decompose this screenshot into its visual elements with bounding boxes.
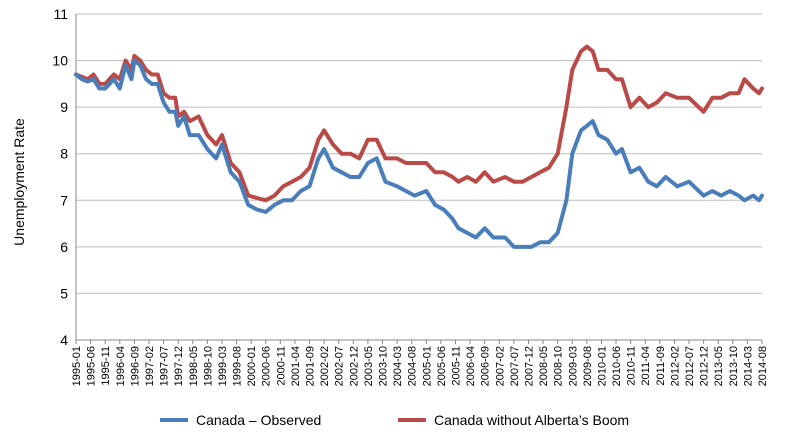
x-tick-label: 2005-01	[421, 346, 433, 386]
x-tick-label: 2000-11	[275, 346, 287, 386]
x-tick-label: 2012-12	[699, 346, 711, 386]
x-tick-label: 2005-11	[450, 346, 462, 386]
y-tick-label: 4	[60, 332, 68, 348]
series-lines	[74, 44, 764, 249]
x-tick-label: 2008-05	[538, 346, 550, 386]
axes	[75, 14, 762, 341]
x-tick-label: 1996-04	[115, 346, 127, 386]
x-tick-label: 2011-04	[640, 346, 652, 386]
x-tick-labels: 1995-01 1995-06 1995-11 1996-04 1996-09 1997-…	[71, 340, 769, 386]
x-tick-label: 1995-01	[71, 346, 83, 386]
x-tick-label: 2014-08	[757, 346, 769, 386]
x-tick-label: 1997-12	[173, 346, 185, 386]
x-tick-label: 2012-02	[669, 346, 681, 386]
x-tick-label: 2013-05	[713, 346, 725, 386]
x-tick-label: 2010-01	[596, 346, 608, 386]
x-tick-label: 2004-03	[392, 346, 404, 386]
x-tick-label: 2000-06	[261, 346, 273, 386]
x-tick-label: 1997-02	[144, 346, 156, 386]
y-tick-label: 5	[60, 285, 68, 301]
x-tick-label: 1995-06	[86, 346, 98, 386]
x-tick-label: 1997-07	[159, 346, 171, 386]
legend-label: Canada – Observed	[196, 412, 321, 428]
y-tick-label: 11	[53, 6, 68, 22]
x-tick-label: 2007-12	[523, 346, 535, 386]
x-tick-label: 2000-01	[246, 346, 258, 386]
x-tick-label: 2002-07	[334, 346, 346, 386]
x-tick-label: 1998-10	[202, 346, 214, 386]
x-tick-label: 1998-05	[188, 346, 200, 386]
legend: Canada – Observed Canada without Alberta’…	[160, 412, 629, 428]
x-tick-label: 1996-09	[129, 346, 141, 386]
x-tick-label: 1999-08	[232, 346, 244, 386]
x-tick-label: 2008-10	[553, 346, 565, 386]
series-line-canada-without-alberta	[74, 44, 764, 203]
x-tick-label: 2003-10	[378, 346, 390, 386]
x-tick-label: 2010-06	[611, 346, 623, 386]
series-line-canada-observed	[74, 58, 764, 249]
gridlines	[76, 13, 762, 341]
x-tick-label: 2009-08	[582, 346, 594, 386]
y-tick-label: 6	[60, 239, 68, 255]
x-tick-label: 2014-03	[742, 346, 754, 386]
x-tick-label: 2006-09	[480, 346, 492, 386]
x-tick-label: 2003-05	[363, 346, 375, 386]
x-tick-label: 2001-09	[305, 346, 317, 386]
y-tick-label: 9	[60, 99, 68, 115]
x-tick-label: 1999-03	[217, 346, 229, 386]
x-tick-label: 2013-10	[728, 346, 740, 386]
x-tick-label: 2011-09	[655, 346, 667, 386]
x-tick-label: 2002-02	[319, 346, 331, 386]
x-tick-label: 2002-12	[348, 346, 360, 386]
y-tick-label: 7	[60, 192, 68, 208]
y-tick-label: 8	[60, 146, 68, 162]
x-tick-label: 2007-07	[509, 346, 521, 386]
x-tick-label: 2010-11	[626, 346, 638, 386]
x-tick-label: 2004-08	[407, 346, 419, 386]
y-axis-label: Unemployment Rate	[11, 118, 27, 246]
y-tick-labels: 4 5 6 7 8 9 10 11	[52, 6, 68, 348]
x-tick-label: 2006-04	[465, 346, 477, 386]
x-tick-label: 2009-03	[567, 346, 579, 386]
legend-label: Canada without Alberta’s Boom	[434, 412, 629, 428]
x-tick-label: 2001-04	[290, 346, 302, 386]
y-tick-label: 10	[52, 53, 68, 69]
x-tick-label: 2005-06	[436, 346, 448, 386]
x-tick-label: 2007-02	[494, 346, 506, 386]
x-tick-label: 2012-07	[684, 346, 696, 386]
x-tick-label: 1995-11	[100, 346, 112, 386]
